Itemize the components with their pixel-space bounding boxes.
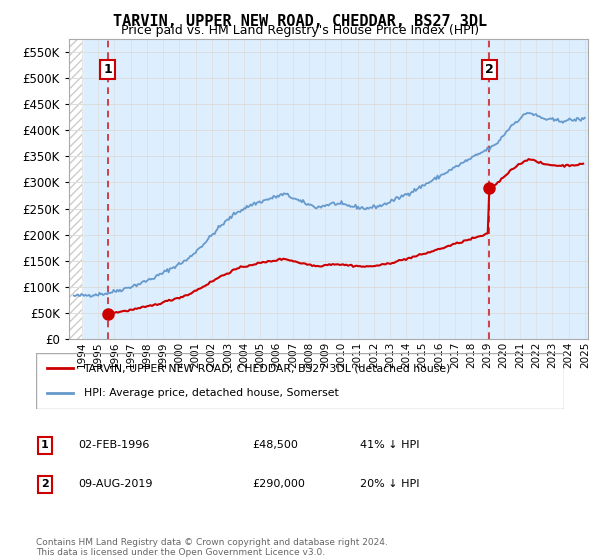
Text: 1: 1 xyxy=(41,440,49,450)
Text: Contains HM Land Registry data © Crown copyright and database right 2024.
This d: Contains HM Land Registry data © Crown c… xyxy=(36,538,388,557)
Text: 2: 2 xyxy=(41,479,49,489)
Text: TARVIN, UPPER NEW ROAD, CHEDDAR, BS27 3DL: TARVIN, UPPER NEW ROAD, CHEDDAR, BS27 3D… xyxy=(113,14,487,29)
Text: TARVIN, UPPER NEW ROAD, CHEDDAR, BS27 3DL (detached house): TARVIN, UPPER NEW ROAD, CHEDDAR, BS27 3D… xyxy=(83,363,451,374)
Text: 2: 2 xyxy=(485,63,493,76)
Text: £48,500: £48,500 xyxy=(252,440,298,450)
Text: HPI: Average price, detached house, Somerset: HPI: Average price, detached house, Some… xyxy=(83,388,338,398)
Text: 41% ↓ HPI: 41% ↓ HPI xyxy=(360,440,419,450)
Text: 1: 1 xyxy=(103,63,112,76)
Text: 20% ↓ HPI: 20% ↓ HPI xyxy=(360,479,419,489)
Text: 09-AUG-2019: 09-AUG-2019 xyxy=(78,479,152,489)
Bar xyxy=(69,39,82,339)
Bar xyxy=(69,39,82,339)
Text: £290,000: £290,000 xyxy=(252,479,305,489)
Text: Price paid vs. HM Land Registry's House Price Index (HPI): Price paid vs. HM Land Registry's House … xyxy=(121,24,479,37)
Text: 02-FEB-1996: 02-FEB-1996 xyxy=(78,440,149,450)
